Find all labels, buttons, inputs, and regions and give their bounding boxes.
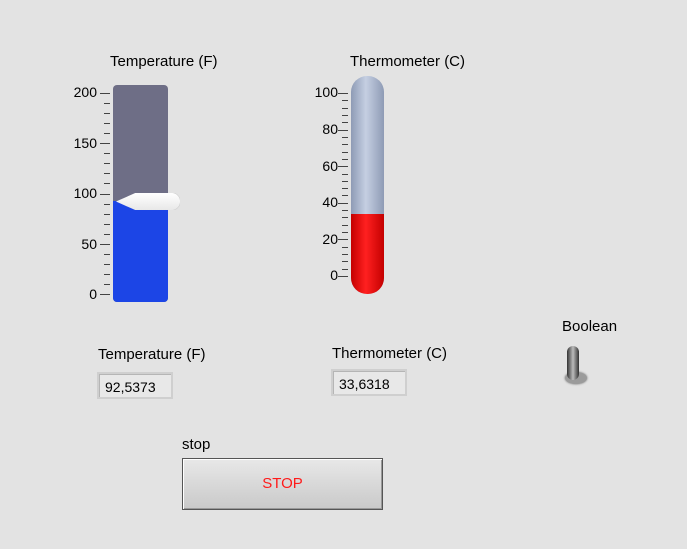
temperature-slider-fill — [113, 201, 168, 302]
thermo-minor-tick — [342, 137, 348, 138]
slider-minor-tick — [104, 274, 110, 275]
thermo-major-tick — [338, 276, 348, 277]
slider-minor-tick — [104, 123, 110, 124]
slider-minor-tick — [104, 214, 110, 215]
thermo-minor-tick — [342, 247, 348, 248]
slider-major-tick — [100, 244, 110, 245]
thermo-minor-tick — [342, 152, 348, 153]
slider-minor-tick — [104, 183, 110, 184]
slider-minor-tick — [104, 173, 110, 174]
stop-button[interactable]: STOP — [182, 458, 383, 510]
slider-minor-tick — [104, 103, 110, 104]
boolean-toggle-switch[interactable] — [567, 346, 579, 380]
stop-label: stop — [182, 436, 211, 453]
thermo-minor-tick — [342, 225, 348, 226]
thermo-major-tick — [338, 203, 348, 204]
slider-minor-tick — [104, 204, 110, 205]
slider-tick-label: 0 — [89, 286, 97, 302]
thermo-major-tick — [338, 93, 348, 94]
thermo-minor-tick — [342, 174, 348, 175]
thermo-major-tick — [338, 130, 348, 131]
thermo-minor-tick — [342, 254, 348, 255]
slider-tick-label: 150 — [73, 135, 97, 151]
thermo-tick-label: 20 — [322, 231, 338, 247]
slider-major-tick — [100, 93, 110, 94]
thermo-tick-label: 60 — [322, 158, 338, 174]
slider-tick-label: 200 — [73, 84, 97, 100]
thermo-major-tick — [338, 166, 348, 167]
slider-major-tick — [100, 294, 110, 295]
thermometer-title: Thermometer (C) — [350, 53, 466, 70]
slider-minor-tick — [104, 234, 110, 235]
thermo-minor-tick — [342, 188, 348, 189]
thermo-minor-tick — [342, 217, 348, 218]
slider-minor-tick — [104, 264, 110, 265]
slider-tick-label: 100 — [73, 185, 97, 201]
thermo-minor-tick — [342, 232, 348, 233]
slider-major-tick — [100, 194, 110, 195]
thermo-minor-tick — [342, 269, 348, 270]
thermo-tick-label: 0 — [330, 267, 338, 283]
boolean-label: Boolean — [562, 318, 618, 335]
thermo-tick-label: 80 — [322, 121, 338, 137]
temperature-slider-title: Temperature (F) — [110, 53, 218, 70]
thermometer-tube — [351, 76, 384, 294]
thermometer-indicator-label: Thermometer (C) — [332, 345, 448, 362]
thermo-minor-tick — [342, 181, 348, 182]
thermo-minor-tick — [342, 159, 348, 160]
slider-minor-tick — [104, 163, 110, 164]
slider-minor-tick — [104, 113, 110, 114]
temperature-slider-thumb[interactable] — [116, 193, 180, 210]
thermo-minor-tick — [342, 100, 348, 101]
slider-minor-tick — [104, 153, 110, 154]
thermo-minor-tick — [342, 115, 348, 116]
slider-major-tick — [100, 143, 110, 144]
thermometer-fill — [351, 214, 384, 294]
thermometer-indicator-value: 33,6318 — [331, 369, 407, 396]
thermo-minor-tick — [342, 144, 348, 145]
slider-minor-tick — [104, 284, 110, 285]
slider-minor-tick — [104, 254, 110, 255]
temperature-indicator-value: 92,5373 — [97, 372, 173, 399]
thermo-minor-tick — [342, 195, 348, 196]
slider-tick-label: 50 — [81, 236, 97, 252]
thermo-minor-tick — [342, 210, 348, 211]
thermo-tick-label: 40 — [322, 194, 338, 210]
thermo-major-tick — [338, 239, 348, 240]
slider-minor-tick — [104, 224, 110, 225]
slider-minor-tick — [104, 133, 110, 134]
thermo-tick-label: 100 — [314, 84, 338, 100]
thermo-minor-tick — [342, 122, 348, 123]
thermo-minor-tick — [342, 108, 348, 109]
thermo-minor-tick — [342, 261, 348, 262]
temperature-indicator-label: Temperature (F) — [98, 346, 206, 363]
